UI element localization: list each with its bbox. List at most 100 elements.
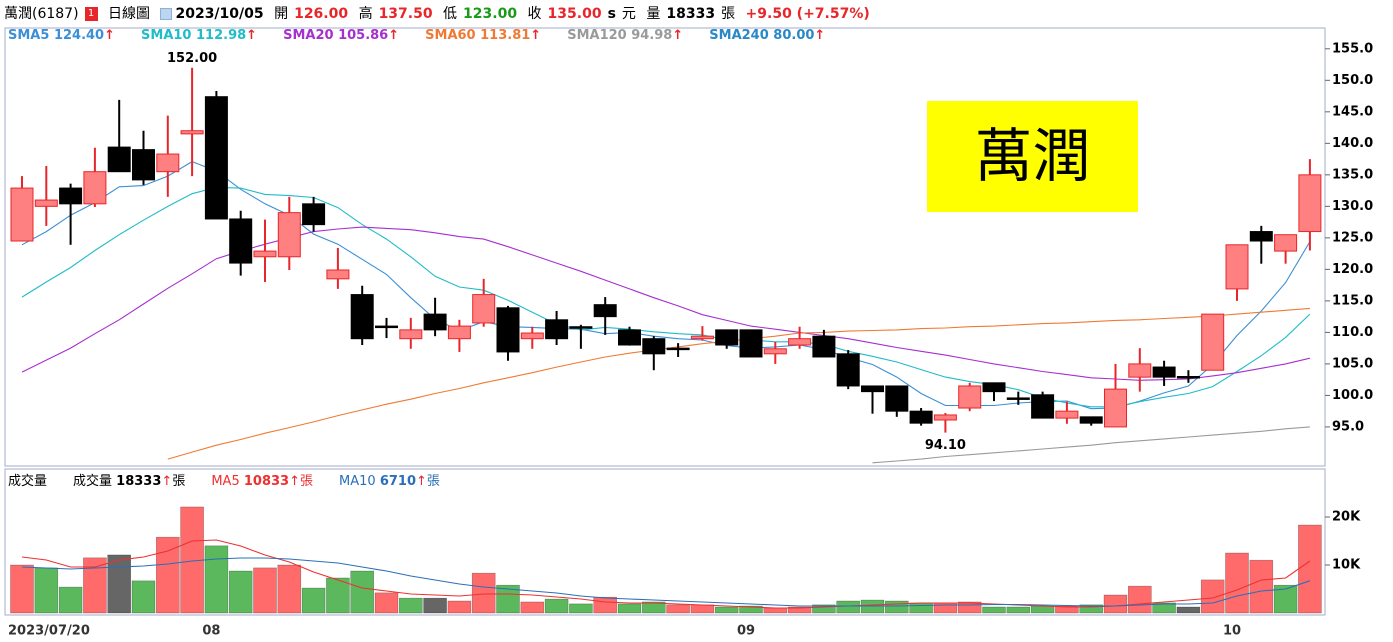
- legend-item[interactable]: SMA120 94.98↑: [567, 28, 683, 43]
- header: 萬潤(6187) 1 日線圖 2023/10/05 開 126.00 高 137.50…: [4, 0, 876, 28]
- low-value: 123.00: [463, 6, 518, 22]
- y-tick-label: 150.0: [1332, 73, 1373, 88]
- name-box: 萬潤: [927, 101, 1138, 212]
- candle-body: [812, 335, 836, 358]
- legend-item[interactable]: MA10 6710↑張: [339, 474, 440, 489]
- candle-body: [132, 149, 155, 181]
- candle-body: [277, 212, 301, 258]
- x-tick-label: 09: [737, 624, 755, 639]
- candle-body: [1274, 234, 1298, 252]
- candle-body: [933, 414, 957, 421]
- low-label: 94.10: [925, 438, 966, 453]
- volume-bar: [131, 580, 156, 614]
- volume-bar: [374, 592, 399, 614]
- candle-body: [180, 130, 204, 135]
- candle-body: [958, 385, 982, 409]
- legend-item[interactable]: SMA20 105.86↑: [283, 28, 399, 43]
- legend-name: SMA20: [283, 28, 334, 43]
- volume-bar: [1176, 606, 1201, 614]
- high-value: 137.50: [378, 6, 433, 22]
- volume-bar: [690, 604, 715, 614]
- legend-value: 112.98: [196, 28, 247, 43]
- checkbox-icon[interactable]: [160, 8, 173, 20]
- legend-value: 80.00: [773, 28, 815, 43]
- ma-line: [167, 307, 1310, 460]
- candle-body: [861, 385, 884, 393]
- candle-body: [1249, 231, 1273, 242]
- open-label: 開: [274, 6, 289, 22]
- close-label: 收: [527, 6, 542, 22]
- y-tick-label: 105.0: [1332, 356, 1373, 371]
- volume-bar: [1128, 585, 1152, 614]
- candle-body: [1006, 397, 1030, 400]
- legend-value: 6710: [379, 474, 416, 489]
- y-tick-label: 130.0: [1332, 199, 1373, 214]
- legend-arrow: ↑: [289, 474, 300, 489]
- ma-line: [21, 539, 1311, 609]
- candle-body: [593, 304, 617, 318]
- legend-name: 成交量: [73, 474, 113, 489]
- volume-bar: [1030, 605, 1055, 614]
- volume-bar: [34, 567, 59, 614]
- legend-arrow: ↑: [672, 28, 684, 43]
- currency: 元: [621, 6, 636, 22]
- legend-value: 105.86: [338, 28, 389, 43]
- volume-bar: [83, 557, 107, 614]
- volume-bar: [326, 577, 350, 614]
- badge[interactable]: 1: [84, 7, 98, 21]
- candle-body: [399, 329, 423, 340]
- volume-bar: [1079, 604, 1103, 614]
- volume-legend: 成交量 成交量 18333↑張 MA5 10833↑張 MA10 6710↑張: [8, 470, 466, 489]
- volume-bar: [228, 570, 253, 614]
- candle-body: [1104, 388, 1127, 428]
- legend-value: 18333: [116, 474, 162, 489]
- y-tick-label: 100.0: [1332, 388, 1373, 403]
- y-tick-label: 10K: [1332, 558, 1361, 573]
- volume-bar: [641, 601, 666, 614]
- ma-line: [21, 160, 1311, 410]
- date: 2023/10/05: [175, 6, 264, 22]
- candle-body: [302, 203, 326, 226]
- legend-item[interactable]: SMA60 113.81↑: [425, 28, 541, 43]
- legend-item[interactable]: MA5 10833↑張: [211, 474, 313, 489]
- legend-arrow: ↑: [104, 28, 116, 43]
- volume-bar: [1103, 594, 1128, 614]
- view-name[interactable]: 日線圖: [108, 6, 151, 22]
- legend-item[interactable]: SMA10 112.98↑: [141, 28, 257, 43]
- candle-body: [156, 153, 180, 173]
- candle-body: [253, 250, 277, 258]
- y-tick-label: 135.0: [1332, 167, 1373, 182]
- volume-bar: [398, 597, 423, 614]
- candle-body: [642, 338, 666, 355]
- candle-body: [763, 348, 787, 355]
- legend-value: 10833: [243, 474, 290, 489]
- volume-bar: [471, 572, 496, 614]
- volume-bar: [569, 603, 593, 614]
- candle-body: [1128, 363, 1152, 378]
- volume-bar: [253, 567, 277, 614]
- close-value: 135.00: [547, 6, 602, 22]
- legend-item[interactable]: 成交量 18333↑張: [73, 474, 185, 489]
- candle-body: [666, 347, 690, 351]
- candle-body: [690, 335, 714, 340]
- volume-bar: [1200, 579, 1225, 614]
- candle-body: [326, 269, 350, 280]
- candle-body: [1176, 376, 1200, 379]
- stock-name: 萬潤(6187): [4, 6, 79, 22]
- volume-bar: [10, 564, 34, 614]
- volume-panel-frame: [4, 468, 1326, 616]
- legend-unit: 張: [172, 474, 186, 489]
- volume-bar: [1152, 602, 1176, 614]
- volume-bar: [617, 603, 642, 614]
- y-tick-label: 145.0: [1332, 104, 1373, 119]
- candle-body: [423, 313, 447, 331]
- legend-item[interactable]: SMA240 80.00↑: [709, 28, 825, 43]
- legend-name: SMA60: [425, 28, 476, 43]
- legend-arrow: ↑: [530, 28, 542, 43]
- legend-unit: 張: [426, 474, 440, 489]
- volume-bar: [957, 601, 982, 614]
- legend-item[interactable]: SMA5 124.40↑: [8, 28, 115, 43]
- volume-bar: [350, 570, 375, 614]
